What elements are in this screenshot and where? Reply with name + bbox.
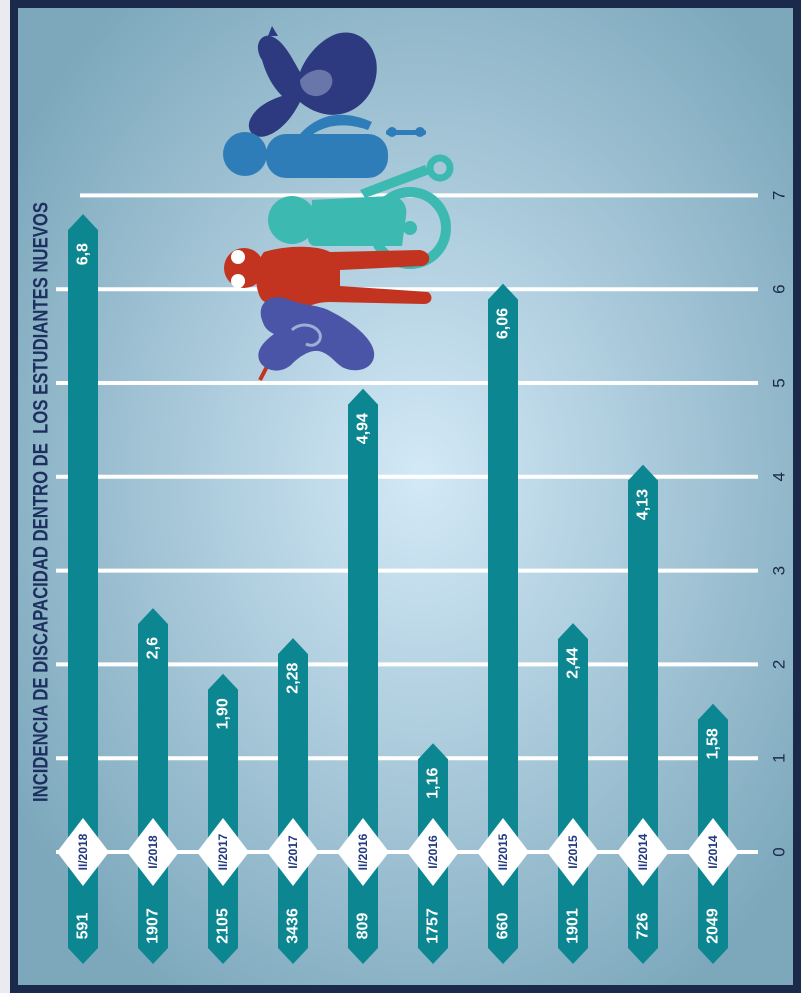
y-tick-label: 6	[770, 284, 789, 293]
wheelchair-user-icon	[268, 154, 454, 269]
category-label: II/2015	[496, 833, 510, 870]
category-label: I/2018	[146, 835, 160, 869]
category-diamond	[337, 818, 389, 886]
student-count-label: 1901	[565, 908, 582, 944]
bar-group: 4,13 II/2014 726	[617, 464, 669, 964]
bar-value-label: 4,94	[355, 413, 372, 444]
bar-group: 2,44 I/2015 1901	[547, 623, 599, 964]
sign-language-hands-icon	[248, 26, 377, 137]
category-label: I/2015	[566, 835, 580, 869]
bar-value-label: 6,8	[75, 243, 92, 265]
student-count-label: 809	[355, 913, 372, 940]
y-tick-label: 3	[770, 566, 789, 575]
student-count-label: 591	[75, 913, 92, 940]
bar-group: 2,28 I/2017 3436	[267, 638, 319, 964]
bar	[278, 638, 308, 964]
bar-value-label: 2,44	[565, 647, 582, 678]
category-diamond	[687, 818, 739, 886]
bar-value-label: 4,13	[635, 489, 652, 520]
y-tick-label: 2	[770, 660, 789, 669]
category-diamond	[267, 818, 319, 886]
y-tick-label: 4	[770, 472, 789, 481]
y-axis-ticks: 0 1 2 3 4 5 6 7	[770, 191, 789, 857]
bar-value-label: 1,58	[705, 728, 722, 759]
bar	[488, 283, 518, 964]
bar	[348, 388, 378, 964]
bar-value-label: 2,6	[145, 637, 162, 659]
category-diamond	[127, 818, 179, 886]
person-with-cane-icon	[223, 114, 426, 178]
category-diamond	[547, 818, 599, 886]
student-count-label: 726	[635, 913, 652, 940]
bar-group: 1,90 II/2017 2105	[197, 673, 249, 964]
y-tick-label: 5	[770, 378, 789, 387]
category-diamond	[477, 818, 529, 886]
bar-group: 1,58 I/2014 2049	[687, 703, 739, 964]
bar-group: 4,94 II/2016 809	[337, 388, 389, 964]
ear-icon	[258, 297, 375, 371]
disability-icons-illustration	[223, 26, 454, 381]
bar-group: 1,16 I/2016 1757	[407, 743, 459, 964]
student-count-label: 3436	[285, 908, 302, 944]
bar-value-label: 2,28	[285, 662, 302, 693]
category-diamond	[617, 818, 669, 886]
bar-group: 2,6 I/2018 1907	[127, 608, 179, 964]
bar-value-label: 1,16	[425, 768, 442, 799]
student-count-label: 1757	[425, 908, 442, 944]
category-label: II/2014	[636, 833, 650, 870]
category-label: II/2018	[76, 833, 90, 870]
category-label: II/2017	[216, 833, 230, 870]
bar-group: 6,06 II/2015 660	[477, 283, 529, 964]
panel-background	[18, 8, 793, 985]
bars: 6,8 II/2018 591 2,6 I/2018 1907 1,90 II/2017 210…	[57, 214, 739, 964]
bar-value-label: 6,06	[495, 308, 512, 339]
student-count-label: 1907	[145, 908, 162, 944]
y-tick-label: 0	[770, 847, 789, 856]
bar	[628, 464, 658, 964]
category-diamond	[57, 818, 109, 886]
bar	[558, 623, 588, 964]
student-count-label: 660	[495, 913, 512, 940]
bar-value-label: 1,90	[215, 698, 232, 729]
category-diamond	[407, 818, 459, 886]
chart-title: INCIDENCIA DE DISCAPACIDAD DENTRO DE LOS…	[30, 202, 53, 802]
student-count-label: 2049	[705, 908, 722, 944]
blind-person-icon	[224, 246, 432, 381]
student-count-label: 2105	[215, 908, 232, 944]
category-label: I/2016	[426, 835, 440, 869]
category-diamond	[197, 818, 249, 886]
bar	[68, 214, 98, 964]
y-tick-label: 1	[770, 753, 789, 762]
y-tick-label: 7	[770, 191, 789, 200]
bar-group: 6,8 II/2018 591	[57, 214, 109, 964]
category-label: I/2017	[286, 835, 300, 869]
category-label: I/2014	[706, 835, 720, 869]
category-label: II/2016	[356, 833, 370, 870]
